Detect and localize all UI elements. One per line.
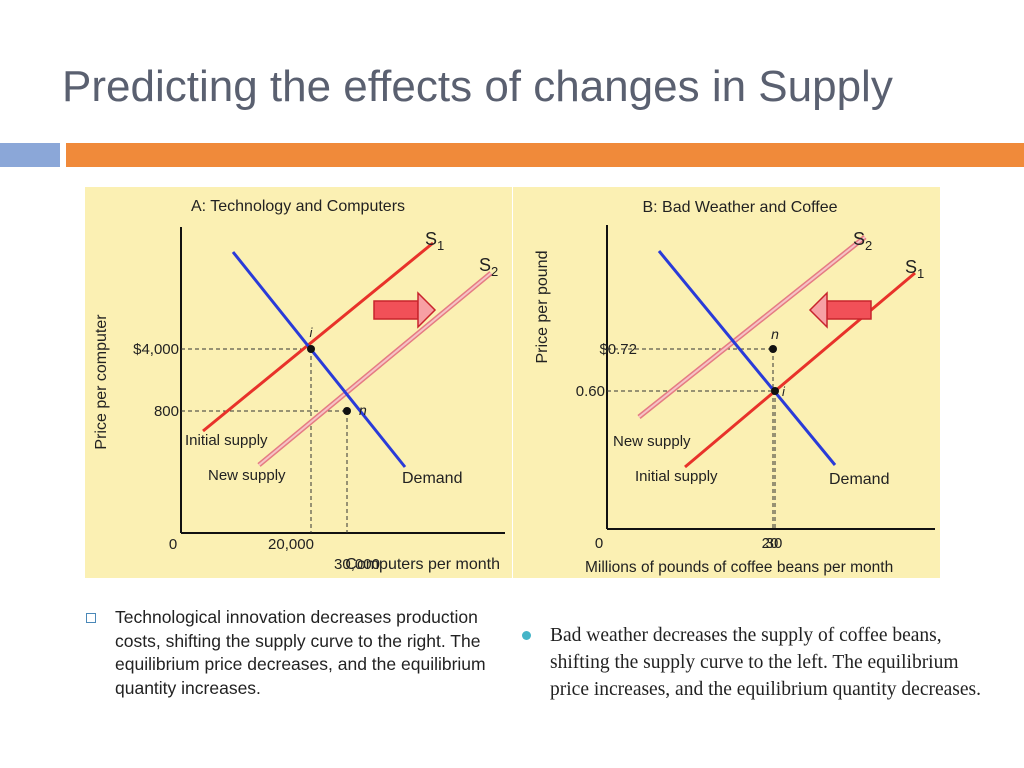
title-accent-bar-blue: [0, 143, 60, 167]
bullet-text-right: Bad weather decreases the supply of coff…: [550, 625, 981, 700]
chart-a-ylabel: Price per computer: [93, 314, 110, 450]
chart-b-shift-arrow-left: [808, 291, 872, 329]
chart-b-point-n: [769, 345, 777, 353]
chart-a-point-n-label: n: [359, 402, 367, 418]
chart-a-background: [85, 187, 512, 578]
chart-panel-a: A: Technology and Computers Price per co…: [85, 187, 512, 578]
chart-a-x-tick-2: 30,000: [334, 556, 380, 573]
chart-b-s1-subscript: 1: [917, 266, 924, 281]
chart-a-shift-arrow-right: [373, 291, 437, 329]
chart-a-title: A: Technology and Computers: [191, 198, 405, 215]
chart-a-y-tick-low: 800: [154, 403, 179, 420]
chart-a-x-tick-1: 20,000: [268, 536, 314, 553]
bullet-text-left: Technological innovation decreases produ…: [115, 607, 486, 698]
chart-a-line-s2: [258, 272, 492, 466]
chart-b-x-tick-1: 20: [762, 535, 779, 552]
chart-b-point-i-label: i: [782, 384, 786, 399]
chart-a-svg: A: Technology and Computers Price per co…: [85, 187, 512, 578]
chart-b-y-tick-high: $0.72: [599, 341, 637, 358]
chart-a-new-supply-label: New supply: [208, 467, 286, 484]
chart-b-svg: B: Bad Weather and Coffee Price per poun…: [513, 187, 940, 578]
chart-b-s2-subscript: 2: [865, 238, 872, 253]
chart-a-initial-supply-label: Initial supply: [185, 432, 268, 449]
bullet-list-right: Bad weather decreases the supply of coff…: [522, 622, 992, 703]
chart-b-demand-label: Demand: [829, 471, 889, 488]
chart-a-line-demand: [231, 251, 407, 468]
chart-a-point-i-label: i: [310, 325, 314, 340]
chart-a-line-s1: [202, 241, 434, 433]
chart-a-y-tick-high: $4,000: [133, 341, 179, 358]
chart-b-ylabel: Price per pound: [534, 251, 551, 364]
chart-a-s2-subscript: 2: [491, 264, 498, 279]
chart-a-s1-subscript: 1: [437, 238, 444, 253]
chart-b-line-s2: [638, 236, 866, 418]
chart-b-x-tick-2: 30: [766, 535, 783, 552]
chart-b-point-i: [771, 387, 779, 395]
chart-b-point-n-label: n: [771, 326, 779, 342]
chart-a-demand-label: Demand: [402, 470, 462, 487]
chart-b-origin: 0: [595, 535, 603, 552]
square-bullet-icon: [86, 613, 96, 623]
chart-b-title: B: Bad Weather and Coffee: [642, 199, 837, 216]
bullet-item-left: Technological innovation decreases produ…: [86, 606, 518, 700]
chart-b-line-demand: [657, 250, 837, 466]
title-accent-bar-orange: [66, 143, 1024, 167]
chart-a-xlabel: Computers per month: [345, 556, 500, 573]
chart-b-initial-supply-label: Initial supply: [635, 468, 718, 485]
chart-b-y-tick-low: 0.60: [576, 383, 605, 400]
chart-b-xlabel: Millions of pounds of coffee beans per m…: [585, 559, 893, 576]
chart-b-line-s1: [684, 271, 916, 469]
chart-a-origin: 0: [169, 536, 177, 553]
bullet-list-left: Technological innovation decreases produ…: [86, 606, 518, 700]
slide-title: Predicting the effects of changes in Sup…: [62, 62, 893, 111]
chart-a-point-i: [307, 345, 315, 353]
bullet-item-right: Bad weather decreases the supply of coff…: [522, 622, 992, 703]
chart-panel-b: B: Bad Weather and Coffee Price per poun…: [513, 187, 940, 578]
chart-b-background: [513, 187, 940, 578]
chart-a-point-n: [343, 407, 351, 415]
chart-b-new-supply-label: New supply: [613, 433, 691, 450]
dot-bullet-icon: [522, 631, 531, 640]
